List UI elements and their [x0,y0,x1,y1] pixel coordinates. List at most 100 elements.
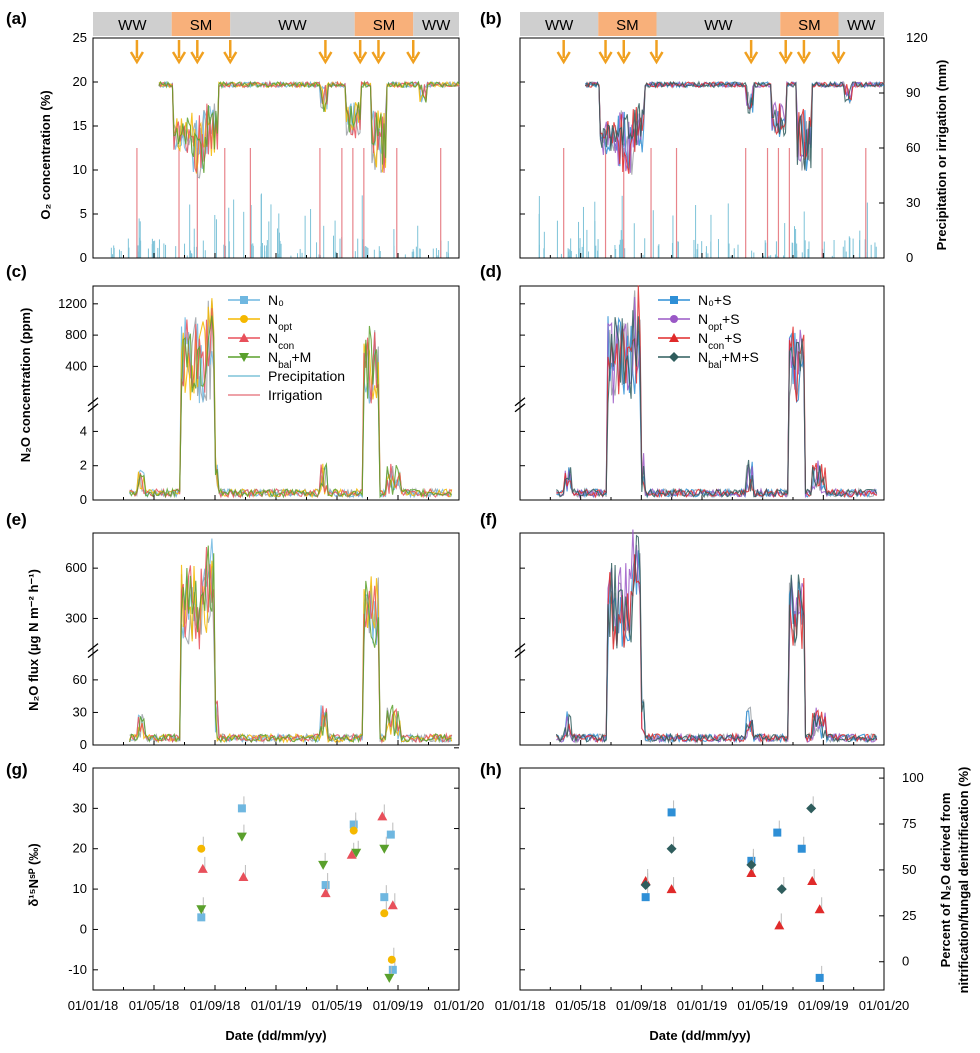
h-point-2-0 [640,880,651,891]
y-axis-title-right-h-line1: Percent of N₂O derived from [938,793,953,968]
h-point-2-3 [776,884,787,895]
g-point-0-4 [380,893,389,902]
legend-right-swatch-marker-3 [669,352,679,362]
y-axis-title-g: δ¹⁵Nˢᴾ (‰) [26,843,41,906]
x-tick-label-1-1: 01/05/18 [555,998,606,1013]
y-a-label-2: 10 [73,162,87,177]
y-e-low-label-2: 60 [73,672,87,687]
g-point-3-1 [236,832,247,842]
legend-left-label-5: Irrigation [268,387,322,403]
y2-h-label-0: 0 [902,954,909,969]
h-point-1-1 [666,884,677,894]
fertilization-arrowhead-0-1 [171,51,187,65]
h-point-0-1 [667,808,676,817]
y-g-label-5: 40 [73,760,87,775]
h-point-0-3 [773,828,782,837]
y2-h-label-2: 50 [902,862,916,877]
season-label-1-3: SM [798,17,821,34]
a-o2-line-4 [158,80,460,173]
panel-label-h: (h) [480,760,502,779]
f-line-4 [555,534,878,744]
d-line-2 [556,296,878,499]
y-g-label-1: 0 [80,921,87,936]
y-a-label-3: 15 [73,118,87,133]
x-tick-label-1-6: 01/01/20 [859,998,910,1013]
d-line-1 [556,316,877,499]
x-tick-label-0-4: 01/05/19 [312,998,363,1013]
y-c-up-label-2: 1200 [58,296,87,311]
y2-b-label-0: 0 [906,250,913,265]
y2-b-label-1: 30 [906,195,920,210]
g-point-0-2 [321,881,330,890]
season-band-0-2 [230,12,355,36]
h-point-0-5 [815,973,824,982]
axes-frame-3-0 [92,767,460,991]
y2-b-label-2: 60 [906,140,920,155]
panel-label-d: (d) [480,262,502,281]
y-c-up-label-1: 800 [65,327,87,342]
fertilization-arrowhead-1-2 [616,51,631,65]
g-point-1-1 [349,826,358,835]
season-label-1-2: WW [704,17,733,34]
f-line-1 [556,550,878,744]
g-point-3-3 [351,848,362,858]
x-tick-label-0-3: 01/01/19 [251,998,302,1013]
x-tick-label-1-0: 01/01/18 [495,998,546,1013]
h-point-1-4 [807,876,818,886]
x-tick-label-1-4: 01/05/19 [737,998,788,1013]
legend-left-label-rest-3: +M [291,349,311,365]
season-label-1-4: WW [847,17,876,34]
g-point-0-6 [388,965,397,974]
h-point-1-2 [746,867,757,877]
h-point-2-1 [666,843,677,854]
y-e-break-mark-1 [87,643,99,653]
axes-frame-2-1 [519,532,885,746]
x-axis-title-left: Date (dd/mm/yy) [225,1028,326,1043]
legend-right-swatch-marker-1 [670,315,678,323]
y-e-up-label-1: 600 [65,560,87,575]
precip-irrigation-layer [110,148,877,258]
e-line-3 [129,546,452,744]
fertilization-arrowhead-1-1 [598,51,613,65]
fertilization-arrowhead-0-7 [406,51,421,65]
y-e-low-label-0: 0 [80,737,87,752]
y-c-break-mark-1 [87,397,99,407]
season-band-1-2 [656,12,781,36]
y2-h-label-4: 100 [902,770,924,785]
y-a-label-5: 25 [73,30,87,45]
g-point-1-3 [387,955,396,964]
axes-frames [87,12,885,991]
panel-label-a: (a) [6,9,27,28]
y-e-break-mark-2 [87,649,99,659]
e-line-0 [129,566,453,744]
g-point-3-0 [196,905,207,915]
y-e-up-label-0: 300 [65,610,87,625]
x-tick-label-1-2: 01/09/18 [616,998,667,1013]
fertilization-arrowhead-0-4 [318,51,333,65]
y2-b-label-4: 120 [906,30,928,45]
x-axis-title-right: Date (dd/mm/yy) [649,1028,750,1043]
legend-right-label-0: N₀+S [698,292,731,308]
fertilization-arrowhead-0-0 [129,51,144,65]
panel-label-e: (e) [6,510,27,529]
h-point-1-5 [814,904,825,914]
legend-right-label-rest-2: +S [724,330,742,346]
g-point-0-1 [237,804,246,813]
y-e-low-label-1: 30 [73,704,87,719]
legend-left-swatch-marker-2 [239,333,249,342]
g-point-0-5 [386,830,395,839]
legend-left-swatch-marker-1 [240,315,248,323]
fertilization-arrowhead-0-2 [190,51,205,65]
h-point-2-4 [806,803,817,814]
y-c-break-mark-2 [87,403,99,413]
season-band-0-1 [171,12,231,36]
y-axis-title-e: N₂O flux (µg N m⁻² h⁻¹) [26,569,41,711]
g-point-3-4 [379,844,390,854]
season-label-0-2: WW [278,17,307,34]
x-tick-label-1-3: 01/01/19 [677,998,728,1013]
y-a-label-1: 5 [80,206,87,221]
y2-b-label-3: 90 [906,85,920,100]
panel-label-f: (f) [480,510,497,529]
season-band-0-0 [93,12,172,36]
